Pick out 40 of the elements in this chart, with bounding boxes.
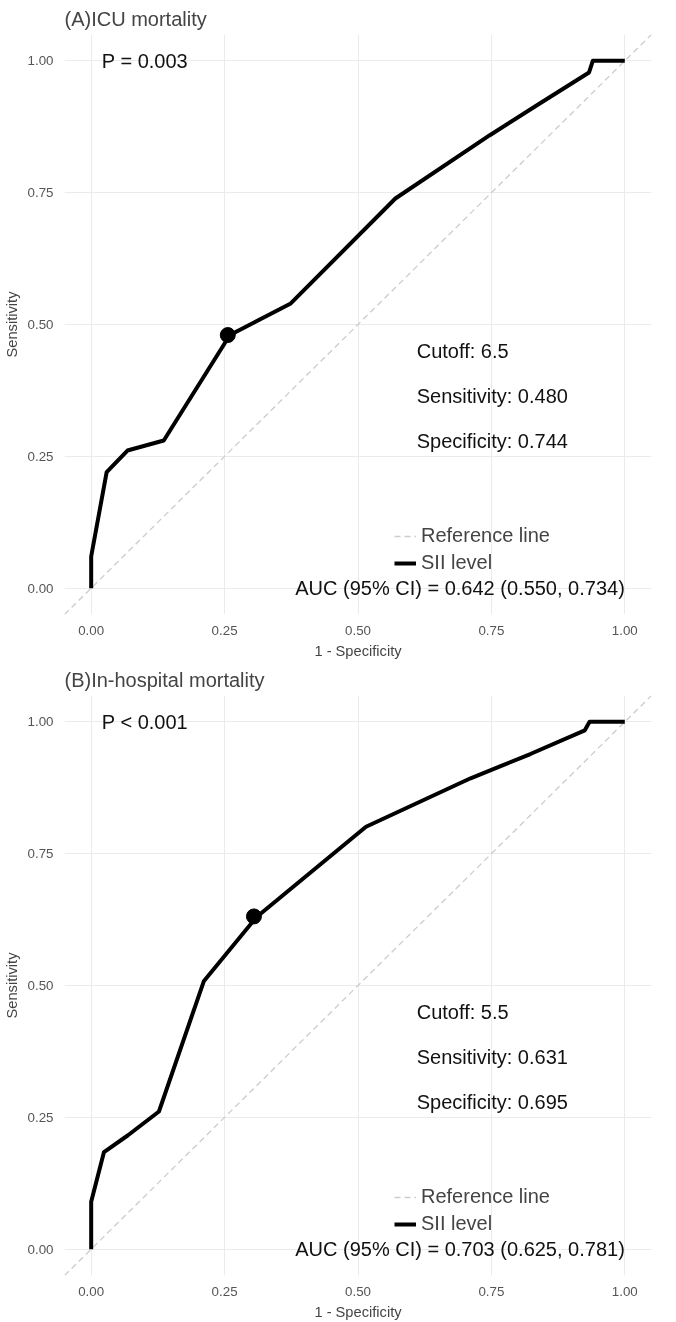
- y-tick-label: 0.75: [27, 846, 54, 862]
- y-tick-label: 1.00: [27, 714, 54, 730]
- x-tick-label: 0.50: [345, 1283, 371, 1299]
- legend-label: Reference line: [421, 1185, 550, 1208]
- legend-label: Reference line: [421, 524, 550, 547]
- x-tick-label: 0.75: [478, 1283, 505, 1299]
- x-tick-label: 0.25: [211, 1283, 238, 1299]
- annotation: Cutoff: 6.5: [416, 339, 509, 362]
- annotation: Sensitivity: 0.631: [416, 1045, 568, 1068]
- y-tick-label: 0.75: [27, 185, 54, 201]
- y-tick-label: 0.50: [27, 317, 54, 332]
- annotation: P < 0.001: [101, 710, 188, 733]
- x-tick-label: 0.25: [211, 622, 238, 638]
- annotation: Cutoff: 5.5: [416, 1000, 509, 1023]
- legend-label: SII level: [421, 551, 493, 574]
- y-tick-label: 0.50: [27, 978, 54, 993]
- chart-title: (A)ICU mortality: [64, 7, 207, 30]
- y-axis-title: Sensitivity: [3, 951, 20, 1019]
- x-tick-label: 0.50: [345, 622, 371, 638]
- x-tick-label: 0.00: [78, 622, 105, 638]
- x-axis-title: 1 - Specificity: [314, 642, 403, 659]
- x-axis-title: 1 - Specificity: [314, 1303, 403, 1320]
- x-tick-label: 1.00: [611, 1283, 638, 1299]
- annotation: AUC (95% CI) = 0.703 (0.625, 0.781): [295, 1238, 625, 1261]
- y-axis-title: Sensitivity: [3, 290, 20, 358]
- y-tick-label: 0.00: [27, 1241, 54, 1257]
- annotation: Specificity: 0.695: [416, 1090, 568, 1113]
- x-tick-label: 0.00: [78, 1283, 105, 1299]
- annotation: P = 0.003: [101, 49, 188, 72]
- x-tick-label: 1.00: [611, 622, 638, 638]
- y-tick-label: 0.00: [27, 580, 54, 596]
- legend-label: SII level: [421, 1212, 493, 1235]
- annotation: Specificity: 0.744: [416, 429, 568, 452]
- chart-title: (B)In-hospital mortality: [64, 668, 265, 691]
- y-tick-label: 0.25: [27, 448, 54, 464]
- annotation: AUC (95% CI) = 0.642 (0.550, 0.734): [295, 577, 625, 600]
- y-tick-label: 1.00: [27, 53, 54, 69]
- x-tick-label: 0.75: [478, 622, 505, 638]
- annotation: Sensitivity: 0.480: [416, 384, 568, 407]
- y-tick-label: 0.25: [27, 1109, 54, 1125]
